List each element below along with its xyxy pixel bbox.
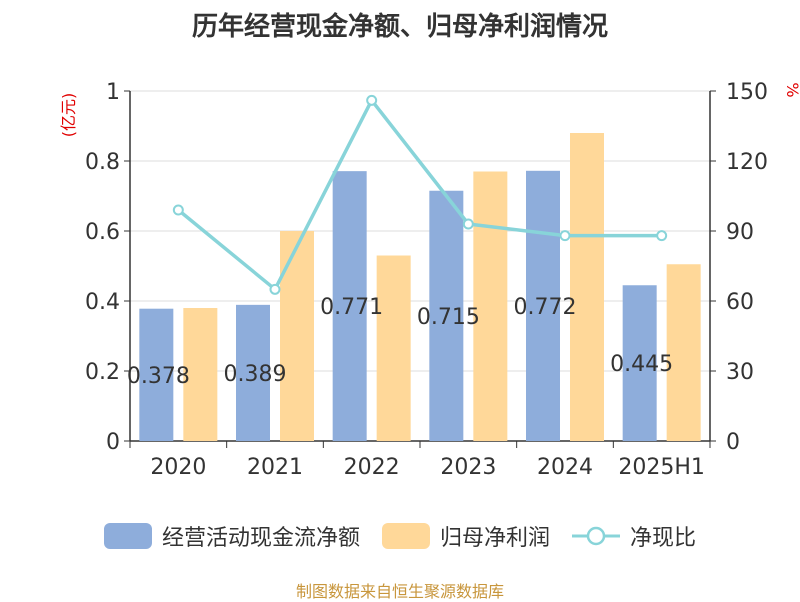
left-tick-label: 0.8 <box>85 150 120 175</box>
right-tick-label: 90 <box>726 220 754 245</box>
left-axis-unit: (亿元) <box>59 93 78 138</box>
legend-label-cash: 经营活动现金流净额 <box>161 526 360 551</box>
ratio-point-2024 <box>559 230 571 242</box>
data-label-cash-2022: 0.771 <box>320 295 383 320</box>
bar-profit-2024 <box>570 133 604 441</box>
right-tick-label: 150 <box>726 80 768 105</box>
legend-item-profit[interactable]: 归母净利润 <box>381 520 550 552</box>
right-axis: 0 30 60 90 120 150% <box>709 80 800 455</box>
x-tick-label: 2023 <box>440 455 496 480</box>
legend-swatch-profit <box>381 523 430 549</box>
bar-cash-2022 <box>332 171 367 441</box>
bar-cash-2024 <box>526 170 560 442</box>
ratio-point-2022 <box>366 94 378 106</box>
bar-profit-2022 <box>376 255 411 441</box>
bar-cash-2023 <box>429 190 464 441</box>
right-axis-unit: % <box>783 82 800 97</box>
left-tick-label: 0.6 <box>85 220 120 245</box>
left-tick-label: 1 <box>106 80 120 105</box>
legend-swatch-cash <box>103 523 152 549</box>
data-label-cash-2024: 0.772 <box>514 295 577 320</box>
bar-profit-2025H1 <box>666 264 701 441</box>
x-tick-label: 2024 <box>537 455 593 480</box>
bar-cash-2020 <box>139 308 174 441</box>
legend-label-ratio: 净现比 <box>630 526 697 551</box>
ratio-line-series <box>172 94 668 295</box>
x-tick-label: 2020 <box>150 455 206 480</box>
bar-profit-2021 <box>280 231 314 441</box>
legend-line-ratio-icon <box>572 526 620 546</box>
legend: 经营活动现金流净额 归母净利润 净现比 <box>0 516 800 556</box>
data-label-cash-2025H1: 0.445 <box>610 352 673 377</box>
data-label-cash-2021: 0.389 <box>224 362 287 387</box>
left-axis: 0 0.2 0.4 0.6 0.8 1 (亿元) <box>59 80 131 455</box>
legend-item-ratio[interactable]: 净现比 <box>572 520 696 552</box>
legend-label-profit: 归母净利润 <box>439 526 550 551</box>
right-tick-label: 0 <box>726 430 740 455</box>
bar-cash-2021 <box>236 304 270 441</box>
x-tick-label: 2021 <box>247 455 303 480</box>
bar-profit-2020 <box>183 308 218 441</box>
data-label-cash-2020: 0.378 <box>127 364 190 389</box>
legend-item-cash[interactable]: 经营活动现金流净额 <box>103 520 360 552</box>
ratio-point-2021 <box>269 283 281 295</box>
chart-title: 历年经营现金净额、归母净利润情况 <box>191 12 608 42</box>
x-axis: 2020 2021 2022 2023 2024 2025H1 <box>129 440 711 480</box>
bar-series <box>139 133 701 442</box>
x-tick-label: 2025H1 <box>618 455 705 480</box>
right-tick-label: 30 <box>726 360 754 385</box>
bar-profit-2023 <box>473 171 508 441</box>
ratio-point-2023 <box>462 218 474 230</box>
data-label-cash-2023: 0.715 <box>417 305 480 330</box>
right-tick-label: 60 <box>726 290 754 315</box>
bar-cash-2025H1 <box>622 285 657 441</box>
x-tick-label: 2022 <box>344 455 400 480</box>
left-tick-label: 0.4 <box>85 290 120 315</box>
left-tick-label: 0 <box>106 430 120 455</box>
left-tick-label: 0.2 <box>85 360 120 385</box>
ratio-point-2020 <box>172 204 184 216</box>
ratio-line <box>177 98 662 292</box>
data-labels: 0.378 0.389 0.771 0.715 0.772 0.445 <box>127 295 673 389</box>
source-note: 制图数据来自恒生聚源数据库 <box>295 582 504 601</box>
ratio-point-2025H1 <box>656 230 668 242</box>
right-tick-label: 120 <box>726 150 768 175</box>
